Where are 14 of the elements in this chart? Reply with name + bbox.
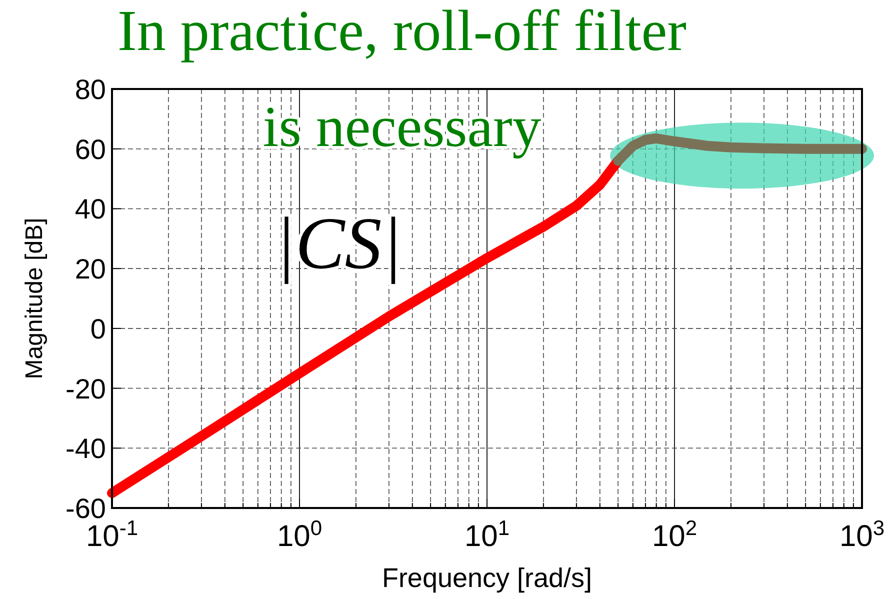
y-tick-label: 80 — [74, 74, 106, 105]
x-tick-label: 10$^{2}$ — [652, 516, 698, 553]
x-tick-label: 10$^{0}$ — [276, 516, 322, 553]
y-axis-title: Magnitude [dB] — [21, 218, 48, 380]
x-tick-label: 10$^{3}$ — [839, 516, 885, 553]
x-tick-label: 10$^{1}$ — [464, 516, 510, 553]
x-axis-title: Frequency [rad/s] — [382, 563, 592, 593]
y-tick-label: 40 — [74, 194, 106, 225]
y-tick-label: -60 — [66, 493, 106, 524]
y-tick-label: 60 — [74, 134, 106, 165]
y-tick-label: 20 — [74, 254, 106, 285]
y-tick-label: 0 — [90, 313, 106, 344]
y-tick-label: -20 — [66, 373, 106, 404]
y-tick-label: -40 — [66, 433, 106, 464]
